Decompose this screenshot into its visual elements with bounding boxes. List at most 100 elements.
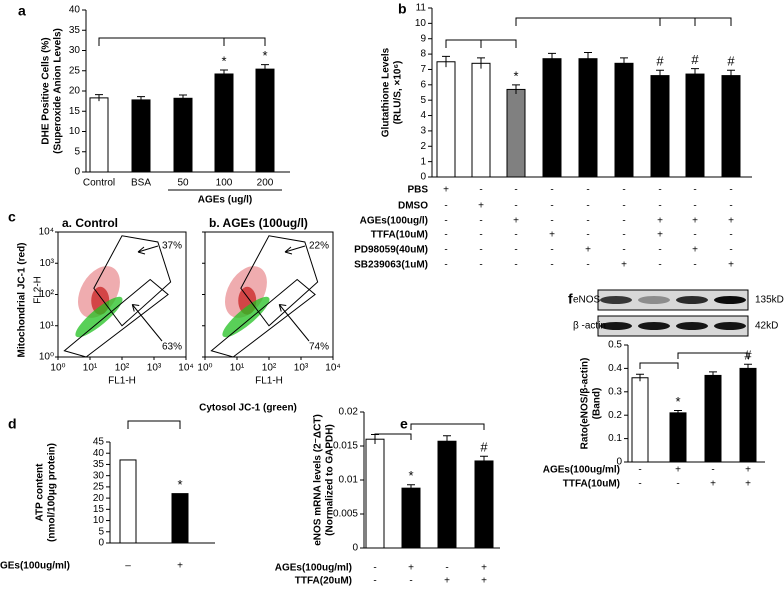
y-tick-label: 6 (420, 79, 426, 90)
condition-mark: - (514, 245, 517, 256)
error-bar (512, 84, 520, 95)
y-tick-label: 35 (93, 459, 105, 470)
x-tick-label: 10⁴ (325, 363, 340, 374)
x-tick-label: 10² (262, 363, 277, 374)
bar (131, 99, 151, 173)
bar (437, 440, 457, 549)
condition-mark: - (658, 185, 661, 196)
bar (669, 412, 687, 463)
condition-mark: - (622, 185, 625, 196)
error-bar (407, 484, 415, 492)
condition-mark: - (586, 201, 589, 212)
x-tick-label: 10² (115, 363, 130, 374)
condition-mark: - (586, 260, 589, 271)
y-axis-name: FL2-H (33, 276, 44, 304)
y-tick-label: 10¹ (40, 320, 55, 331)
condition-mark: - (550, 216, 553, 227)
bar (704, 374, 722, 463)
y-axis-label: (Superoxide Anion Levels) (53, 28, 64, 154)
y-axis-label: (Normalized to GAPDH) (325, 424, 336, 536)
bar (685, 73, 705, 178)
error-bar (620, 57, 628, 69)
y-tick-label: 0.1 (608, 433, 622, 444)
condition-label: AGEs(100ug/ml) (543, 465, 620, 476)
y-tick-label: 5 (74, 146, 80, 157)
condition-mark: + (478, 201, 484, 212)
bar (631, 377, 649, 463)
condition-label: TTFA(20uM) (295, 576, 352, 587)
y-tick-label: 10³ (40, 258, 55, 269)
blot-size: 42kD (755, 321, 778, 332)
condition-mark: - (445, 563, 448, 574)
y-tick-label: 10 (415, 18, 427, 29)
bracket (445, 39, 517, 48)
y-tick-label: 0.4 (608, 363, 622, 374)
significance-mark: * (221, 53, 226, 68)
condition-label: AGEs(100ug/ml) (275, 563, 352, 574)
bar (173, 97, 193, 173)
panel-label: e (400, 416, 408, 432)
blot-band (714, 322, 746, 330)
condition-mark: - (638, 465, 641, 476)
y-tick-label: 10 (69, 126, 81, 137)
blot-strip (597, 289, 749, 311)
y-tick-label: 0 (98, 538, 104, 549)
y-tick-label: 20 (93, 493, 105, 504)
blot-label: β -actin (573, 321, 606, 332)
condition-mark: - (444, 201, 447, 212)
lower-gate (63, 278, 169, 358)
x-tick-label: 10³ (147, 363, 162, 374)
y-tick-label: 0 (616, 457, 622, 468)
error-bar (442, 55, 450, 68)
panel-title: b. AGEs (100ug/l) (209, 216, 308, 230)
condition-mark: - (693, 260, 696, 271)
y-tick-label: 0.02 (339, 407, 359, 418)
condition-mark: + (745, 465, 751, 476)
condition-mark: - (586, 185, 589, 196)
y-tick-label: 0 (74, 167, 80, 178)
gate-percent: 22% (309, 241, 329, 252)
y-axis-label: ATP content (35, 463, 46, 522)
condition-mark: - (550, 201, 553, 212)
arrow (137, 245, 159, 255)
condition-mark: + (621, 260, 627, 271)
blot-band (600, 296, 632, 304)
condition-mark: + (657, 230, 663, 241)
x-tick-label: 10⁰ (50, 363, 65, 374)
error-bar (744, 363, 752, 373)
error-bar (261, 64, 269, 74)
condition-mark: - (514, 260, 517, 271)
significance-mark: # (480, 440, 488, 455)
y-axis-label: DHE Positive Cells (%) (41, 37, 52, 144)
bracket (677, 352, 749, 359)
x-tick-label: 100 (216, 178, 233, 189)
green-population (75, 296, 123, 338)
condition-mark: + (481, 563, 487, 574)
significance-mark: * (675, 394, 680, 409)
condition-mark: - (693, 230, 696, 241)
y-tick-label: 5 (98, 526, 104, 537)
upper-gate (240, 235, 319, 327)
condition-mark: - (373, 563, 376, 574)
condition-mark: - (638, 479, 641, 490)
arrow (284, 245, 306, 255)
bar (89, 97, 109, 173)
y-tick-label: 11 (416, 3, 427, 14)
condition-label: TTFA(10uM) (563, 479, 620, 490)
y-axis-label: Mitochondrial JC-1 (red) (17, 242, 28, 357)
significance-mark: # (691, 52, 699, 67)
significance-mark: * (177, 477, 182, 492)
green-population (222, 296, 270, 338)
condition-label: DMSO (398, 201, 428, 212)
condition-mark: - (514, 185, 517, 196)
y-tick-label: 4 (420, 110, 426, 121)
y-tick-label: 0 (352, 543, 358, 554)
bracket (374, 433, 412, 440)
y-tick-label: 15 (69, 106, 81, 117)
condition-mark: - (622, 201, 625, 212)
y-tick-label: 35 (69, 25, 81, 36)
y-tick-label: 9 (420, 33, 426, 44)
y-tick-label: 15 (93, 504, 105, 515)
y-tick-label: 0.2 (608, 410, 622, 421)
